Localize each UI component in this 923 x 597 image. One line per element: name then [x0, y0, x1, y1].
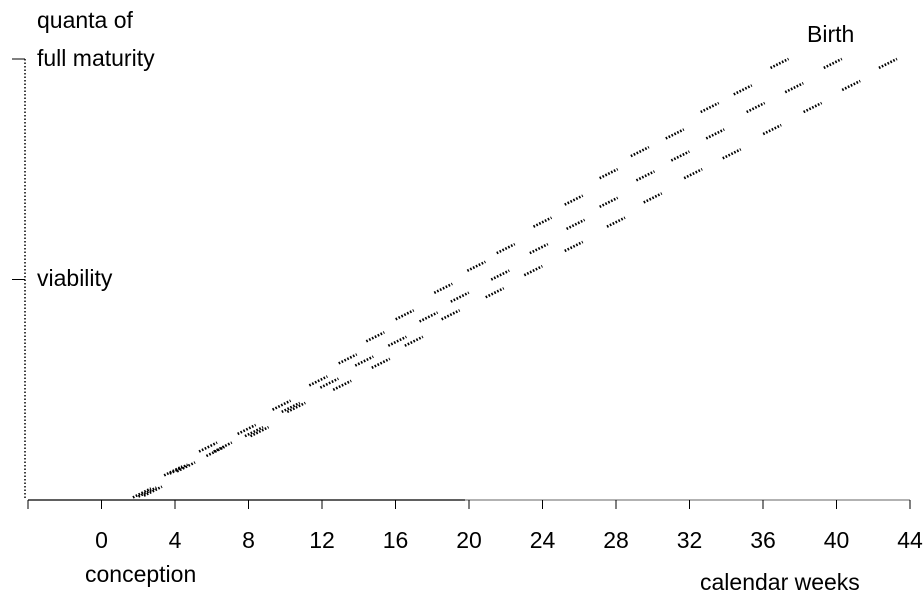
data-point-s1: [599, 167, 619, 180]
data-point-s3: [404, 335, 424, 347]
data-point-s1: [271, 399, 292, 411]
y-tick-label-viability: viability: [37, 265, 113, 291]
x-tick-label: 40: [824, 527, 850, 553]
data-point-s3: [176, 461, 196, 473]
data-point-s3: [564, 240, 584, 253]
data-point-s2: [705, 128, 725, 140]
x-tick-label: 20: [456, 527, 482, 553]
data-point-s1: [308, 375, 328, 387]
x-tick-label: 36: [750, 527, 776, 553]
data-point-s1: [733, 84, 753, 96]
data-point-s1: [532, 216, 553, 228]
axes: 0 4 8 12 16 20 24 28 32 36 40 44: [12, 58, 923, 553]
data-point-s1: [700, 101, 720, 114]
data-point-s3: [683, 167, 703, 180]
data-point-s1: [198, 441, 218, 453]
data-point-s2: [169, 463, 189, 475]
data-point-s1: [630, 145, 650, 158]
x-tick-label: 8: [242, 527, 255, 553]
data-point-s3: [371, 357, 391, 369]
y-tick-label-full-maturity: full maturity: [37, 45, 155, 71]
x-tick-label: 4: [169, 527, 182, 553]
data-point-s3: [841, 79, 861, 92]
data-point-s2: [137, 486, 158, 498]
data-point-s3: [606, 216, 626, 228]
data-point-s1: [496, 242, 516, 255]
data-point-s3: [762, 123, 782, 136]
data-point-s1: [237, 423, 257, 436]
x-tick-label: 16: [383, 527, 409, 553]
data-point-s2: [387, 335, 407, 347]
data-point-s2: [565, 218, 586, 231]
data-point-s2: [823, 57, 843, 70]
data-point-s1: [665, 128, 685, 140]
x-tick-label: 0: [95, 527, 108, 553]
data-point-s2: [450, 291, 470, 303]
data-point-s1: [466, 260, 486, 272]
data-point-s2: [354, 355, 374, 367]
data-point-s3: [523, 265, 543, 277]
data-point-s2: [490, 269, 510, 281]
data-point-s2: [319, 377, 339, 389]
data-point-s1: [395, 309, 415, 321]
data-point-s3: [143, 485, 163, 497]
data-point-s1: [433, 282, 453, 294]
x-axis-label: calendar weeks: [700, 569, 860, 595]
data-point-s2: [281, 401, 301, 414]
data-point-s3: [441, 309, 461, 321]
data-point-s1: [564, 194, 584, 206]
conception-annotation: conception: [85, 561, 196, 587]
data-point-s1: [769, 57, 790, 70]
data-point-s2: [244, 425, 264, 438]
data-point-s3: [878, 57, 898, 70]
data-point-s3: [722, 148, 742, 160]
x-tick-label: 28: [603, 527, 629, 553]
data-point-s3: [286, 401, 306, 414]
data-point-s2: [418, 311, 439, 323]
data-point-s2: [529, 242, 549, 255]
data-point-s3: [643, 192, 663, 204]
data-point-s3: [803, 101, 823, 114]
data-point-s3: [249, 425, 270, 438]
data-point-s3: [213, 441, 233, 453]
data-point-s2: [670, 150, 690, 162]
data-point-s3: [332, 379, 352, 392]
data-point-s1: [365, 331, 385, 343]
data-point-s1: [132, 487, 152, 499]
x-tick-label: 12: [309, 527, 335, 553]
x-tick-label: 44: [897, 527, 923, 553]
x-tick-label: 32: [677, 527, 703, 553]
data-point-s2: [746, 101, 766, 114]
data-points: [132, 57, 898, 499]
x-tick-label: 24: [530, 527, 556, 553]
data-point-s2: [635, 170, 655, 182]
y-axis-label-top: quanta of: [37, 7, 134, 33]
data-point-s2: [599, 196, 619, 208]
birth-annotation: Birth: [807, 21, 854, 47]
data-point-s1: [338, 353, 358, 365]
data-point-s3: [485, 287, 505, 299]
data-point-s2: [784, 82, 804, 94]
